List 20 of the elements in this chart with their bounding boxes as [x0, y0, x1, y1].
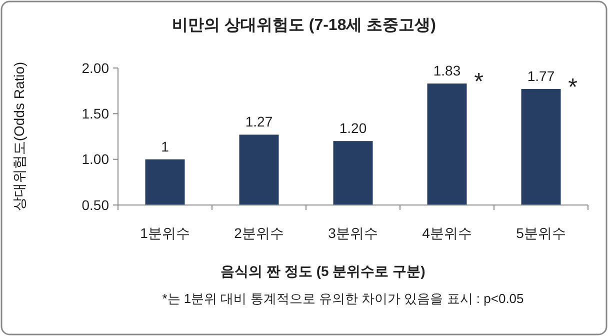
annotation: *: [474, 68, 484, 96]
y-axis-title: 상대위험도(Odds Ratio): [11, 62, 27, 212]
x-tick-label: 2분위수: [234, 225, 284, 241]
chart-title: 비만의 상대위험도 (7-18세 초중고생): [172, 17, 436, 34]
y-tick-label: 0.50: [82, 196, 110, 213]
y-tick-label: 1.50: [82, 106, 110, 122]
annotation: *: [568, 74, 578, 102]
data-label: 1.83: [433, 62, 461, 79]
y-tick-label: 1.00: [82, 151, 110, 168]
x-tick-label: 3분위수: [328, 225, 378, 241]
data-label: 1.20: [339, 120, 367, 136]
data-label: 1.77: [527, 68, 555, 84]
x-tick-label: 5분위수: [516, 225, 566, 241]
data-label: 1: [161, 138, 170, 154]
x-axis-title: 음식의 짠 정도 (5 분위수로 구분): [220, 263, 426, 279]
data-label: 1.27: [245, 114, 273, 130]
y-tick-label: 2.00: [82, 60, 110, 76]
text: *는 1분위 대비 통계적으로 유의한 차이가 있음을 표시 : p<0.05: [162, 291, 524, 306]
x-tick-label: 1분위수: [140, 225, 190, 241]
x-tick-label: 4분위수: [422, 225, 472, 241]
